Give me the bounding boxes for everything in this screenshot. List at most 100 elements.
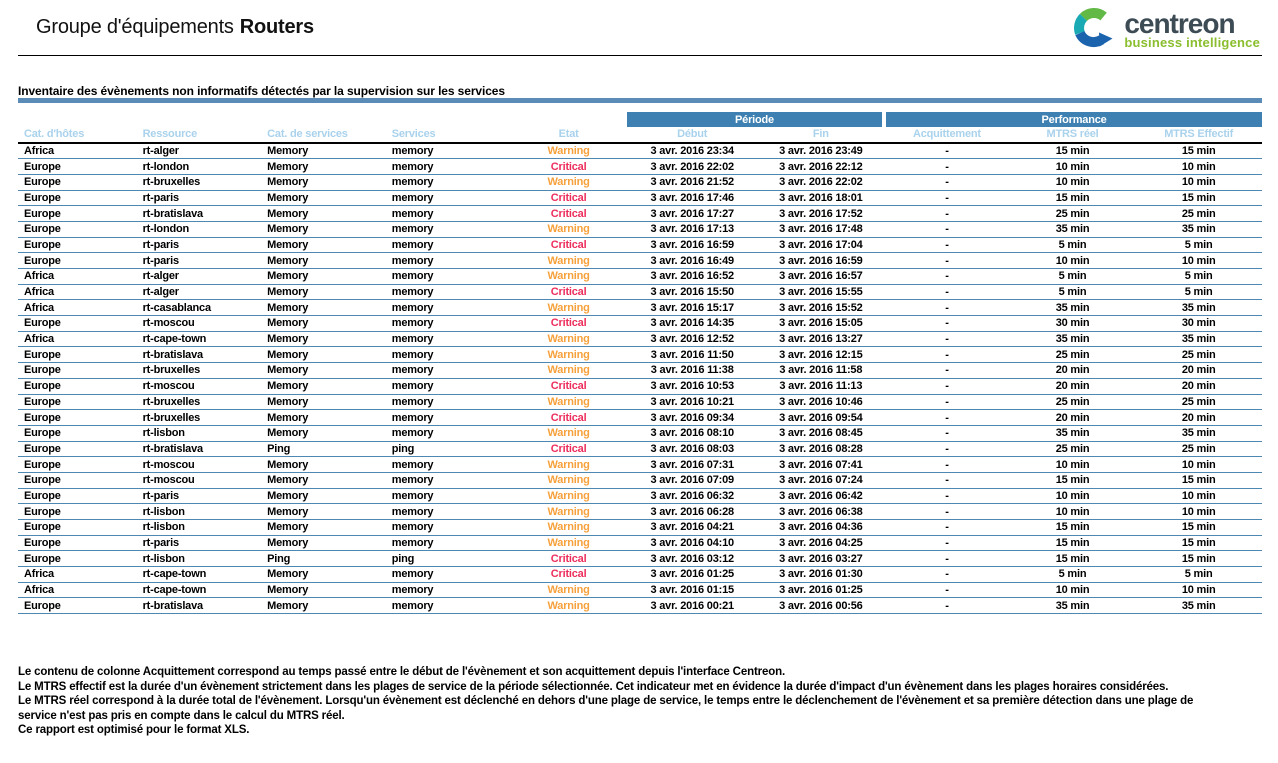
cell-resource: rt-lisbon: [136, 503, 262, 520]
cell-host-category: Europe: [18, 205, 137, 222]
cell-acknowledgement: -: [884, 284, 1010, 301]
note-line: Le MTRS réel correspond à la durée total…: [18, 695, 1194, 708]
cell-acknowledgement: -: [884, 472, 1010, 489]
centreon-logo: centreon business intelligence: [1071, 6, 1260, 55]
cell-end: 3 avr. 2016 04:36: [757, 519, 885, 536]
cell-acknowledgement: -: [884, 488, 1010, 505]
cell-host-category: Africa: [18, 582, 137, 599]
cell-resource: rt-moscou: [136, 315, 262, 332]
cell-resource: rt-paris: [136, 535, 262, 552]
cell-resource: rt-casablanca: [136, 299, 262, 317]
cell-resource: rt-cape-town: [136, 331, 262, 348]
cell-mtrs-effective: 25 min: [1135, 441, 1262, 458]
column-header-state: Etat: [510, 127, 627, 144]
cell-end: 3 avr. 2016 17:04: [757, 237, 885, 254]
cell-start: 3 avr. 2016 07:09: [626, 472, 758, 489]
cell-service: memory: [385, 472, 511, 489]
cell-service: memory: [385, 174, 511, 191]
group-header-row: Période Performance: [18, 112, 1262, 127]
table-row: Europe rt-moscou Memory memory Critical 3 avr…: [18, 315, 1262, 332]
cell-host-category: Europe: [18, 221, 137, 238]
cell-end: 3 avr. 2016 12:15: [757, 346, 885, 364]
cell-end: 3 avr. 2016 18:01: [757, 190, 885, 207]
cell-mtrs-real: 10 min: [1009, 252, 1136, 269]
cell-service-category: Memory: [261, 174, 386, 191]
table-row: Europe rt-london Memory memory Warning 3 avr.…: [18, 221, 1262, 238]
cell-acknowledgement: -: [884, 441, 1010, 458]
cell-service: memory: [385, 143, 511, 160]
cell-host-category: Africa: [18, 331, 137, 348]
cell-start: 3 avr. 2016 17:46: [626, 190, 758, 207]
cell-service: memory: [385, 519, 511, 536]
cell-start: 3 avr. 2016 01:15: [626, 582, 758, 599]
cell-mtrs-real: 20 min: [1009, 409, 1136, 426]
cell-state: Warning: [510, 174, 627, 191]
header-divider: [18, 55, 1262, 56]
cell-mtrs-real: 25 min: [1009, 205, 1136, 222]
cell-start: 3 avr. 2016 16:52: [626, 268, 758, 285]
cell-state: Critical: [510, 158, 627, 175]
section-title: Inventaire des évènements non informatif…: [18, 84, 505, 98]
cell-host-category: Europe: [18, 409, 137, 426]
table-row: Europe rt-paris Memory memory Critical 3 avr.…: [18, 237, 1262, 254]
cell-end: 3 avr. 2016 01:30: [757, 566, 885, 583]
cell-end: 3 avr. 2016 06:42: [757, 488, 885, 505]
cell-start: 3 avr. 2016 07:31: [626, 456, 758, 473]
cell-start: 3 avr. 2016 17:13: [626, 221, 758, 238]
cell-mtrs-effective: 25 min: [1135, 394, 1262, 411]
cell-service-category: Memory: [261, 503, 386, 520]
cell-mtrs-effective: 5 min: [1135, 237, 1262, 254]
cell-service-category: Memory: [261, 252, 386, 269]
cell-start: 3 avr. 2016 12:52: [626, 331, 758, 348]
cell-mtrs-effective: 35 min: [1135, 425, 1262, 442]
page-title-group: Routers: [239, 16, 314, 38]
cell-state: Critical: [510, 378, 627, 395]
cell-acknowledgement: -: [884, 394, 1010, 411]
table-row: Europe rt-london Memory memory Critical 3 avr…: [18, 158, 1262, 175]
cell-service: memory: [385, 378, 511, 395]
cell-resource: rt-lisbon: [136, 425, 262, 442]
table-row: Africa rt-alger Memory memory Warning 3 avr. …: [18, 268, 1262, 285]
cell-mtrs-effective: 10 min: [1135, 158, 1262, 175]
cell-host-category: Europe: [18, 237, 137, 254]
cell-start: 3 avr. 2016 15:50: [626, 284, 758, 301]
note-line: service n'est pas pris en compte dans le…: [18, 709, 345, 722]
cell-mtrs-real: 25 min: [1009, 394, 1136, 411]
column-header-acknowledgement: Acquittement: [884, 127, 1010, 144]
cell-host-category: Europe: [18, 472, 137, 489]
cell-acknowledgement: -: [884, 315, 1010, 332]
cell-resource: rt-paris: [136, 252, 262, 269]
cell-service-category: Ping: [261, 550, 386, 568]
cell-resource: rt-moscou: [136, 472, 262, 489]
column-header-resource: Ressource: [136, 127, 262, 144]
cell-service: memory: [385, 488, 511, 505]
cell-start: 3 avr. 2016 08:10: [626, 425, 758, 442]
cell-end: 3 avr. 2016 07:24: [757, 472, 885, 489]
cell-service: memory: [385, 346, 511, 364]
cell-mtrs-real: 10 min: [1009, 582, 1136, 599]
table-row: Europe rt-lisbon Ping ping Critical 3 avr. 20…: [18, 550, 1262, 568]
centreon-wordmark: centreon: [1124, 8, 1235, 39]
cell-start: 3 avr. 2016 22:02: [626, 158, 758, 175]
cell-start: 3 avr. 2016 10:21: [626, 394, 758, 411]
cell-service: memory: [385, 315, 511, 332]
cell-mtrs-real: 15 min: [1009, 535, 1136, 552]
cell-end: 3 avr. 2016 07:41: [757, 456, 885, 473]
cell-host-category: Europe: [18, 550, 137, 568]
cell-state: Warning: [510, 472, 627, 489]
cell-state: Critical: [510, 205, 627, 222]
cell-resource: rt-moscou: [136, 456, 262, 473]
column-header-service-category: Cat. de services: [261, 127, 386, 144]
cell-mtrs-effective: 5 min: [1135, 566, 1262, 583]
cell-service: ping: [385, 550, 511, 568]
cell-mtrs-effective: 25 min: [1135, 205, 1262, 222]
cell-state: Critical: [510, 284, 627, 301]
cell-mtrs-effective: 20 min: [1135, 378, 1262, 395]
cell-state: Warning: [510, 503, 627, 520]
cell-service-category: Memory: [261, 378, 386, 395]
cell-state: Warning: [510, 535, 627, 552]
cell-end: 3 avr. 2016 23:49: [757, 143, 885, 160]
cell-state: Critical: [510, 441, 627, 458]
cell-service-category: Memory: [261, 456, 386, 473]
